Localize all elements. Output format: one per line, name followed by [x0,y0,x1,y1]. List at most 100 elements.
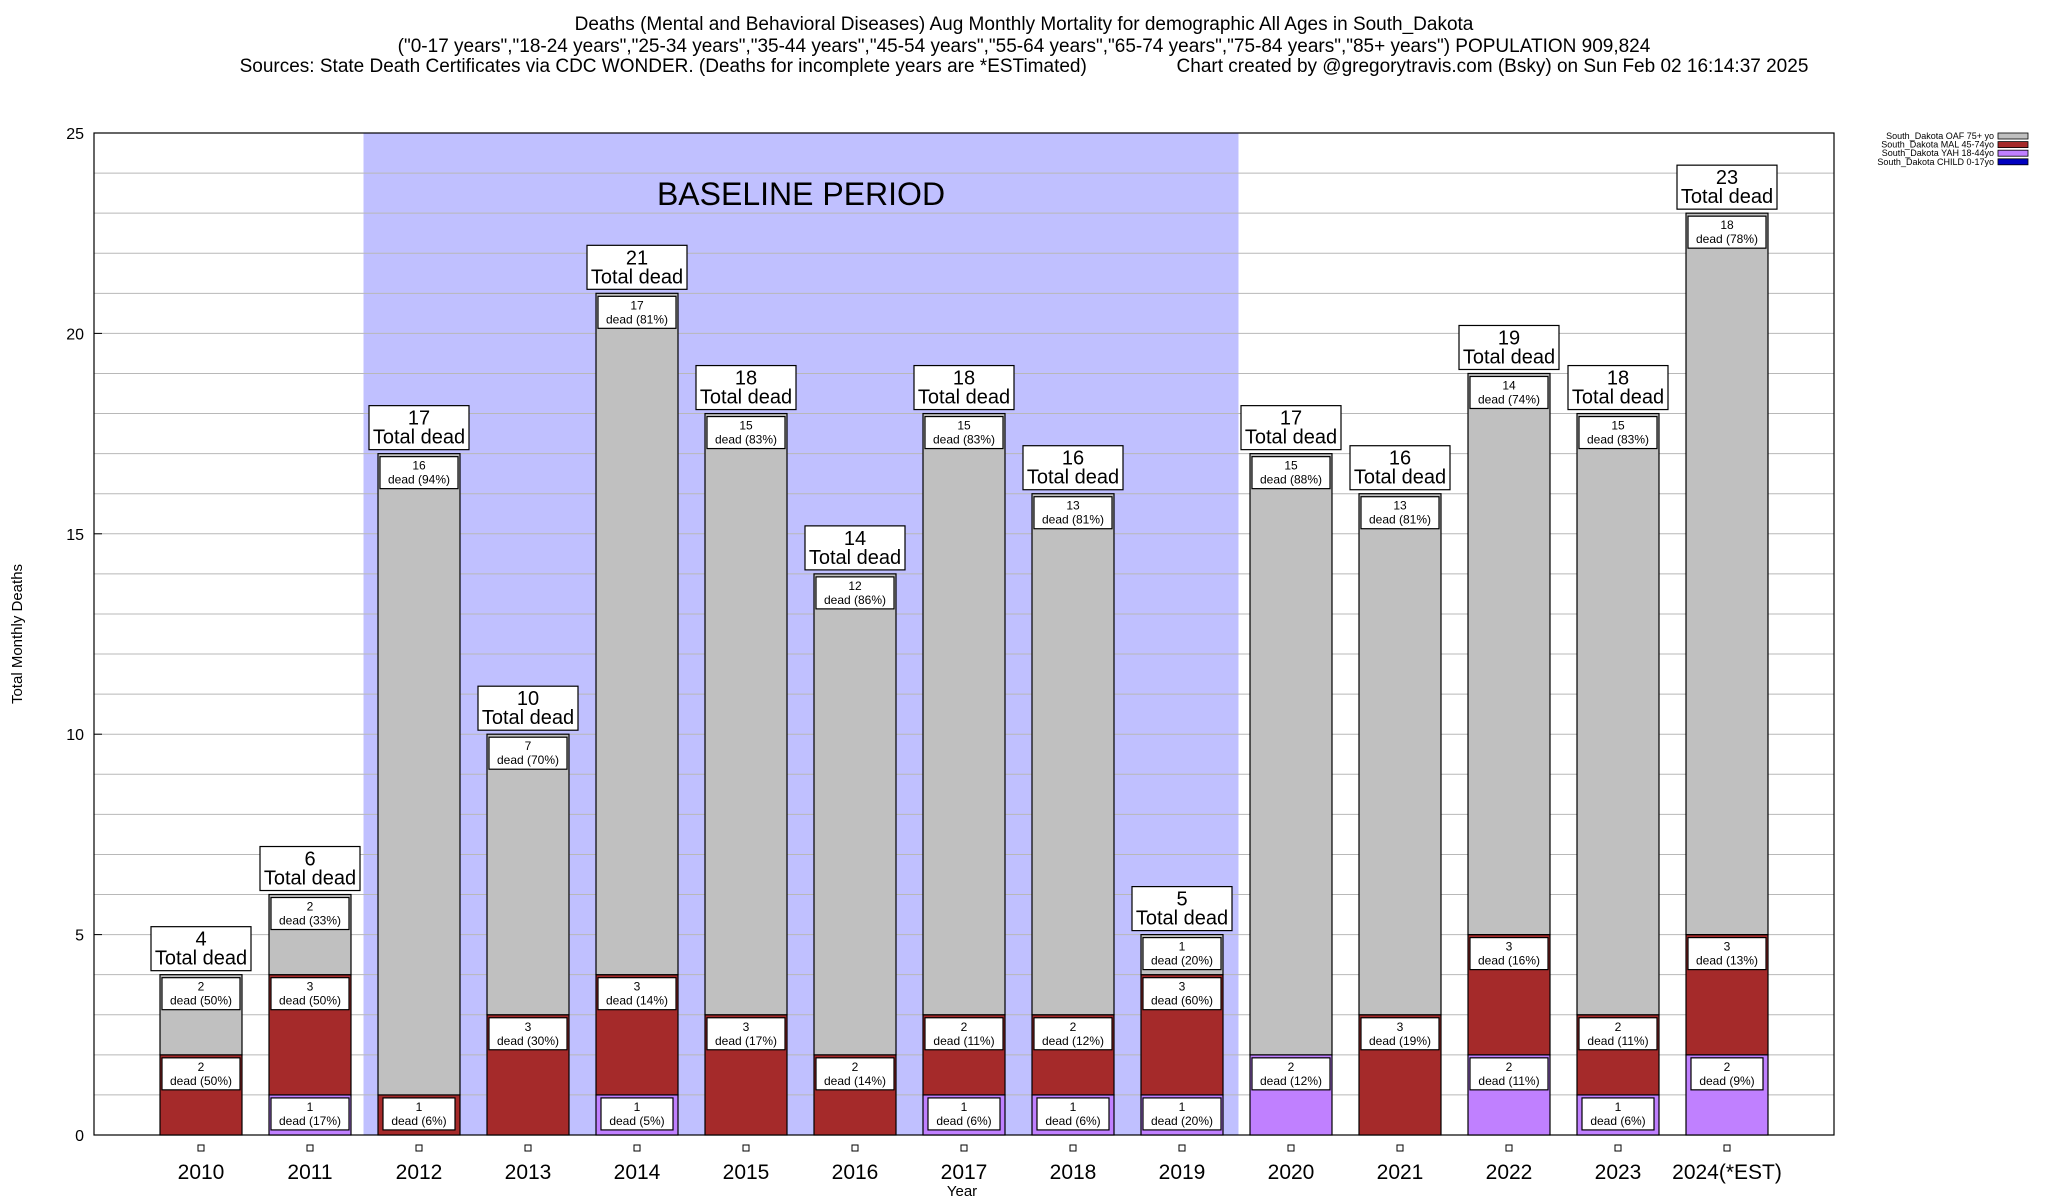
segment-value-label: 15 [1284,459,1298,473]
segment-label-box [1469,936,1549,971]
segment-percent-label: dead (12%) [1042,1034,1104,1048]
total-label-box [1676,164,1778,210]
y-tick-label: 25 [66,126,84,143]
legend-entry-label: South_Dakota OAF 75+ yo [1886,131,1994,141]
segment-value-label: 15 [739,419,753,433]
segment-label-box [600,1097,674,1131]
bar-segment [486,733,570,1016]
segment-label-box [382,1097,456,1131]
segment-label-box [1142,936,1222,971]
total-label-box [913,364,1015,411]
total-value-label: 16 [1062,448,1084,470]
bar-segment [1576,412,1660,1016]
x-tick-marker [415,1144,423,1152]
segment-percent-label: dead (86%) [824,593,886,607]
x-tick-marker [524,1144,532,1152]
total-suffix-label: Total dead [482,707,574,729]
x-tick-label: 2013 [505,1161,552,1184]
segment-value-label: 1 [634,1100,641,1114]
segment-label-box [1251,1057,1331,1091]
segment-value-label: 1 [1179,1100,1186,1114]
segment-percent-label: dead (6%) [1590,1114,1645,1128]
segment-label-box [488,736,568,770]
segment-label-box [815,576,895,610]
x-tick-marker [1396,1144,1404,1152]
segment-label-box [1578,1017,1658,1051]
segment-value-label: 15 [957,419,971,433]
x-axis-label: Year [947,1183,977,1200]
x-tick-label: 2017 [941,1161,988,1184]
x-tick-marker [1287,1144,1295,1152]
segment-percent-label: dead (50%) [279,994,341,1008]
total-value-label: 16 [1389,448,1411,470]
total-label-box [150,926,252,972]
y-tick-label: 10 [66,727,84,744]
x-tick-marker [633,1144,641,1152]
total-suffix-label: Total dead [1027,467,1119,489]
segment-label-box [1469,1057,1549,1091]
total-label-box [586,244,688,290]
x-tick-marker [1069,1144,1077,1152]
segment-value-label: 13 [1393,499,1407,513]
bar-segment [922,412,1006,1016]
total-suffix-label: Total dead [1463,346,1555,368]
segment-percent-label: dead (11%) [1587,1034,1648,1048]
total-value-label: 19 [1498,327,1520,349]
segment-value-label: 12 [848,579,862,593]
total-suffix-label: Total dead [591,266,683,288]
total-suffix-label: Total dead [373,427,465,449]
segment-label-box [161,977,241,1011]
total-label-box [1022,445,1124,491]
bar-segment [1031,493,1115,1016]
total-suffix-label: Total dead [1245,427,1337,449]
total-label-box [1349,445,1451,491]
segment-percent-label: dead (6%) [391,1114,446,1128]
total-suffix-label: Total dead [1354,467,1446,489]
segment-label-box [1687,936,1767,971]
segment-label-box [161,1057,241,1091]
segment-percent-label: dead (13%) [1696,954,1758,968]
segment-percent-label: dead (83%) [1587,433,1649,447]
segment-label-box [1578,415,1658,450]
segment-label-box [1469,375,1549,410]
total-value-label: 18 [953,368,975,390]
x-tick-marker [851,1144,859,1152]
segment-percent-label: dead (83%) [933,433,995,447]
segment-label-box [379,456,459,490]
total-suffix-label: Total dead [700,387,792,409]
segment-label-box [706,415,786,450]
chart-source-line: Sources: State Death Certificates via CD… [239,56,1809,77]
y-tick-label: 5 [75,928,84,945]
segment-label-box [270,977,350,1011]
x-tick-marker [1178,1144,1186,1152]
segment-percent-label: dead (70%) [497,753,559,767]
segment-label-box [927,1097,1001,1131]
x-tick-label: 2021 [1377,1161,1424,1184]
segment-value-label: 2 [198,980,205,994]
segment-value-label: 3 [1506,940,1513,954]
segment-label-box [1581,1097,1655,1131]
total-suffix-label: Total dead [1136,908,1228,930]
segment-value-label: 18 [1720,218,1734,232]
segment-value-label: 3 [634,980,641,994]
total-label-box [1567,364,1669,411]
segment-value-label: 2 [1288,1060,1295,1074]
segment-percent-label: dead (12%) [1260,1074,1322,1088]
segment-percent-label: dead (50%) [170,1074,232,1088]
segment-percent-label: dead (83%) [715,433,777,447]
bar-segment [595,292,679,976]
total-label-box [804,525,906,571]
segment-percent-label: dead (30%) [497,1034,559,1048]
segment-value-label: 3 [743,1020,750,1034]
segment-percent-label: dead (20%) [1151,954,1213,968]
total-label-box [259,845,361,892]
segment-value-label: 1 [416,1100,423,1114]
chart-subtitle: ("0-17 years","18-24 years","25-34 years… [397,36,1651,57]
x-tick-label: 2014 [614,1161,661,1184]
segment-label-box [1360,1017,1440,1051]
segment-value-label: 1 [1615,1100,1622,1114]
segment-label-box [706,1017,786,1051]
segment-value-label: 1 [307,1100,314,1114]
total-value-label: 17 [1280,408,1302,430]
segment-value-label: 3 [1397,1020,1404,1034]
